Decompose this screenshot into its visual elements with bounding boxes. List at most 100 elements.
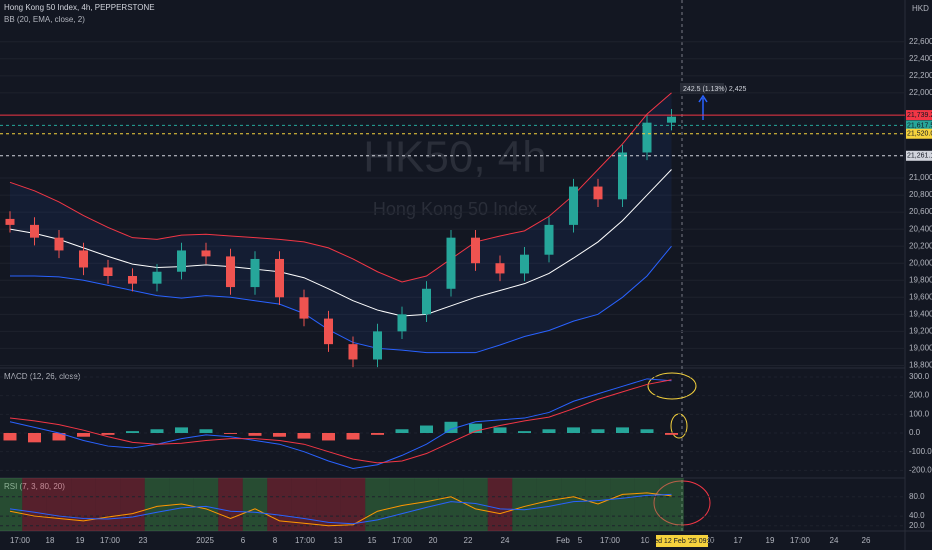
histogram-bar	[346, 432, 360, 440]
histogram-bar	[640, 429, 654, 433]
rsi-zone	[659, 478, 684, 531]
histogram-bar	[322, 432, 335, 441]
x-tick-label: 23	[139, 536, 148, 545]
y-tick-label: 18,800.0	[909, 361, 932, 370]
y-tick-label: 19,400.0	[909, 309, 932, 318]
histogram-bar	[77, 432, 90, 437]
currency: HKD	[912, 4, 929, 13]
y-tick-label: 19,000.0	[909, 344, 932, 353]
x-tick-label: Feb	[556, 536, 570, 545]
candle-body	[128, 276, 137, 284]
rsi-zone	[610, 478, 635, 531]
candle-body	[520, 254, 529, 274]
rsi-signal-line	[9, 493, 672, 525]
rsi-zone	[438, 478, 464, 531]
y-tick-label: -100.0	[909, 447, 932, 456]
histogram-bar	[273, 432, 286, 437]
candle-body	[250, 258, 260, 288]
x-tick-label: 17	[734, 536, 743, 545]
candle-body	[299, 297, 309, 319]
histogram-bar	[591, 429, 605, 433]
y-tick-label: 20,200.0	[909, 241, 932, 250]
y-tick-label: 22,600.0	[909, 37, 932, 46]
indicator-label: BB (20, EMA, close, 2)	[4, 15, 85, 24]
x-tick-label: 17:00	[295, 536, 316, 545]
y-tick-label: 200.0	[909, 391, 930, 400]
y-tick-label: 20.0	[909, 521, 925, 530]
price-level-box	[906, 150, 932, 161]
histogram-bar	[150, 429, 164, 433]
candle-body	[593, 186, 603, 200]
histogram-bar	[126, 431, 139, 433]
price-level-box	[906, 128, 932, 139]
x-tick-label: 17:00	[600, 536, 621, 545]
chart-title: Hong Kong 50 Index, 4h, PEPPERSTONE	[4, 3, 155, 12]
candle-body	[471, 237, 480, 264]
cursor-label-box	[656, 535, 708, 547]
cursor-label: Wed 12 Feb '25 09:00	[648, 538, 717, 545]
band-fill	[10, 92, 672, 353]
x-tick-label: 15	[368, 536, 377, 545]
candle-body	[324, 318, 333, 345]
histogram-bar	[493, 427, 507, 433]
x-tick-label: 17:00	[100, 536, 121, 545]
x-tick-label: 17:00	[790, 536, 811, 545]
histogram-bar	[101, 432, 115, 435]
rsi-zone	[242, 478, 268, 531]
histogram-bar	[175, 427, 188, 433]
annotation-box	[680, 83, 724, 94]
highlight-circle	[653, 480, 711, 526]
y-tick-label: 20,000.0	[909, 258, 932, 267]
candle-body	[446, 237, 456, 289]
histogram-bar	[395, 429, 409, 433]
histogram-bar	[567, 427, 580, 433]
rsi-zone	[634, 478, 660, 531]
rsi-zone	[561, 478, 586, 531]
rsi-zone	[46, 478, 72, 531]
rsi-zone	[22, 478, 47, 531]
y-tick-label: 40.0	[909, 511, 925, 520]
candle-body	[667, 116, 676, 123]
price-level-label: 21,261.1	[907, 153, 932, 160]
price-level-label: 21,739.2	[907, 112, 932, 119]
signal-line	[9, 379, 672, 464]
rsi-zone	[487, 478, 513, 531]
histogram-bar	[52, 432, 66, 441]
candle-body	[54, 237, 64, 251]
y-tick-label: 80.0	[909, 492, 925, 501]
y-tick-label: 19,600.0	[909, 292, 932, 301]
price-level-box	[906, 110, 932, 121]
y-tick-label: 19,800.0	[909, 275, 932, 284]
x-tick-label: 20	[429, 536, 438, 545]
rsi-line	[9, 492, 672, 527]
rsi-zone	[144, 478, 170, 531]
histogram-bar	[28, 432, 41, 443]
x-tick-label: 2025	[196, 536, 214, 545]
band-upper	[9, 92, 672, 283]
candle-body	[79, 250, 88, 268]
band-lower	[10, 245, 672, 354]
candle-body	[569, 186, 578, 225]
rsi-zone	[120, 478, 145, 531]
rsi-zone	[365, 478, 390, 531]
candle-body	[642, 122, 652, 153]
histogram-bar	[518, 431, 531, 433]
watermark-subtitle: Hong Kong 50 Index	[373, 199, 537, 219]
x-tick-label: 24	[501, 536, 510, 545]
y-tick-label: 100.0	[909, 409, 930, 418]
candle-body	[103, 267, 113, 276]
candle-body	[201, 250, 211, 257]
candle-body	[5, 218, 15, 225]
rsi-zone	[193, 478, 219, 531]
arrow-head	[698, 94, 708, 103]
histogram-bar	[444, 421, 458, 433]
histogram-bar	[3, 432, 17, 441]
x-tick-label: 8	[273, 536, 278, 545]
x-tick-label: 5	[578, 536, 583, 545]
histogram-bar	[616, 427, 629, 433]
y-tick-label: 20,800.0	[909, 190, 932, 199]
x-tick-label: 17:00	[10, 536, 31, 545]
y-tick-label: 19,200.0	[909, 326, 932, 335]
annotation: 242.5 (1.13%) 2,425	[683, 86, 747, 93]
candle-body	[373, 331, 382, 360]
